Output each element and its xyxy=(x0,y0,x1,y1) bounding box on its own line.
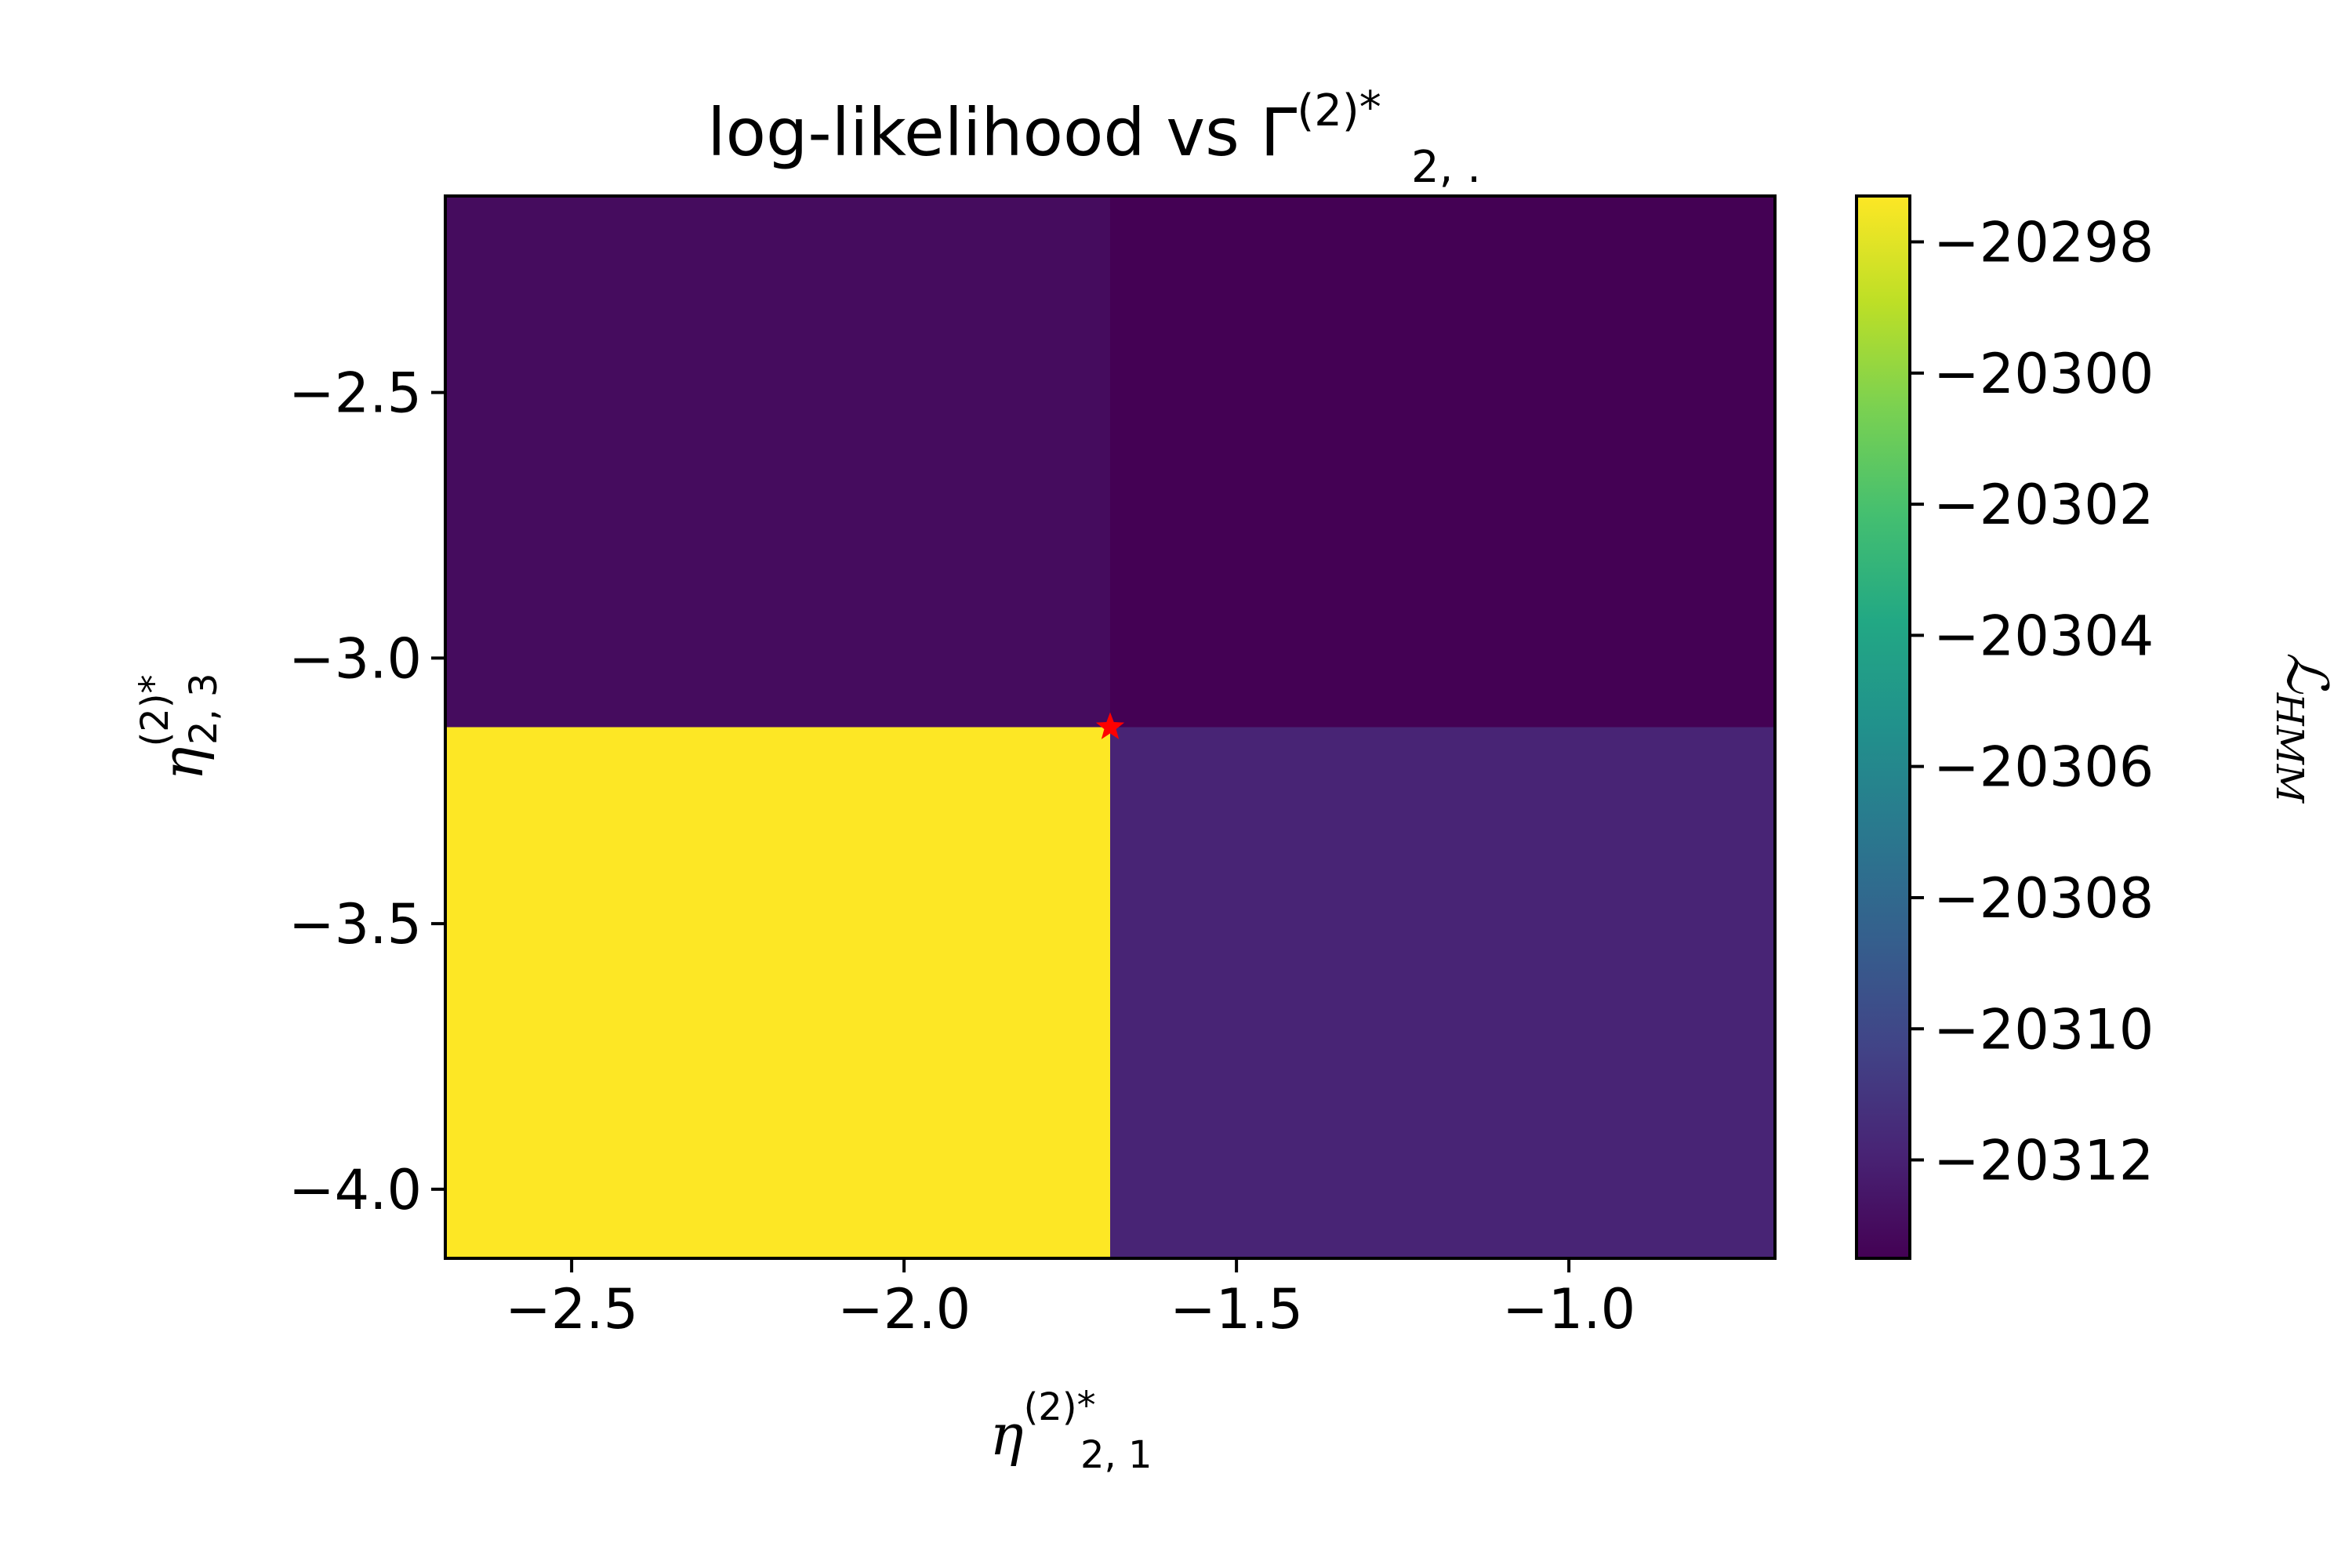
colorbar-tick-label-7: −20312 xyxy=(1933,1129,2154,1193)
x-tick-label-2: −1.5 xyxy=(1170,1277,1303,1341)
colorbar-tick-label-5: −20308 xyxy=(1933,866,2154,931)
colorbar-tick-label-3: −20304 xyxy=(1933,604,2154,668)
colorbar-tick-label-6: −20310 xyxy=(1933,997,2154,1062)
heatmap-cells xyxy=(445,196,1775,1258)
chart-title: log-likelihood vs Γ(2)* xyxy=(707,82,1381,171)
chart-title-star: * xyxy=(1359,82,1381,133)
colorbar-label: ℒHMM xyxy=(2267,652,2340,804)
heatmap-cell-0 xyxy=(445,196,1110,728)
x-tick-label-1: −2.0 xyxy=(837,1277,971,1341)
x-axis-label-sub: 2, 1 xyxy=(1080,1433,1152,1477)
x-axis-label: η(2)* xyxy=(989,1384,1095,1468)
y-axis: −2.5 −3.0 −3.5 −4.0 xyxy=(289,361,445,1222)
y-tick-label-3: −4.0 xyxy=(289,1158,422,1222)
x-axis-label-star: * xyxy=(1077,1384,1096,1428)
x-axis: −2.5 −2.0 −1.5 −1.0 xyxy=(505,1258,1635,1341)
heatmap-cell-1 xyxy=(1110,196,1775,728)
marker-layer xyxy=(1095,712,1125,739)
chart-title-sub: 2, . xyxy=(1411,142,1481,193)
heatmap-cell-2 xyxy=(445,727,1110,1258)
colorbar-tick-label-4: −20306 xyxy=(1933,735,2154,800)
y-axis-label-sub: 2, 3 xyxy=(182,673,226,745)
colorbar-label-group: ℒHMM xyxy=(2267,652,2340,804)
optimum-star-marker xyxy=(1095,712,1125,739)
heatmap-cell-3 xyxy=(1110,727,1775,1258)
colorbar-tick-label-1: −20300 xyxy=(1933,342,2154,406)
colorbar-label-base: ℒ xyxy=(2274,652,2340,695)
y-axis-label: η(2)* xyxy=(132,674,216,780)
y-tick-label-2: −3.5 xyxy=(289,892,422,956)
colorbar-tick-label-2: −20302 xyxy=(1933,473,2154,537)
colorbar-label-sub: HMM xyxy=(2267,692,2311,804)
chart-title-text: log-likelihood vs Γ xyxy=(707,94,1297,171)
y-axis-label-sup: (2) xyxy=(133,693,177,746)
x-axis-label-sup: (2) xyxy=(1024,1385,1077,1429)
x-tick-label-0: −2.5 xyxy=(505,1277,638,1341)
y-axis-label-group: η(2)* 2, 3 xyxy=(132,673,226,780)
colorbar-tick-label-0: −20298 xyxy=(1933,211,2154,275)
colorbar xyxy=(1855,194,1911,1260)
x-axis-label-base: η xyxy=(989,1402,1023,1468)
chart-title-sup: (2) xyxy=(1297,85,1359,136)
x-tick-label-3: −1.0 xyxy=(1502,1277,1635,1341)
y-tick-label-1: −3.0 xyxy=(289,626,422,691)
y-axis-label-star: * xyxy=(132,674,176,693)
y-axis-label-base: η xyxy=(150,746,216,780)
plot-frame xyxy=(444,194,1777,1260)
colorbar-ticks: −20298 −20300 −20302 −20304 −20306 −20308 −203… xyxy=(1910,211,2154,1193)
y-tick-label-0: −2.5 xyxy=(289,361,422,426)
